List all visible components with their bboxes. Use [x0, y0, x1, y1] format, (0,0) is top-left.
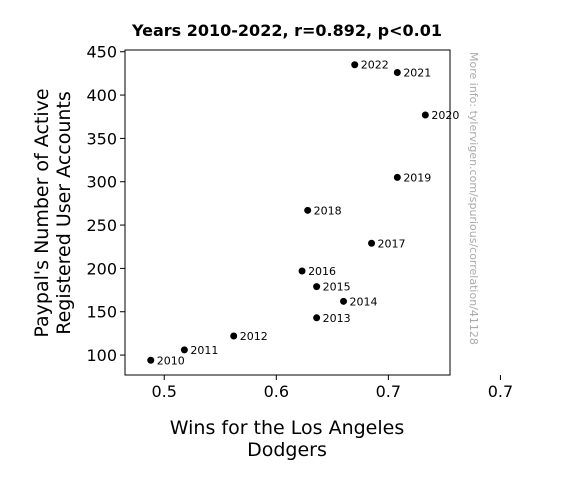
x-axis-label-line-2: Dodgers [247, 439, 327, 461]
watermark: More info: tylervigen.com/spurious/corre… [467, 52, 480, 345]
data-point [340, 297, 348, 305]
y-tick-label: 450 [86, 43, 117, 62]
x-tick-label: 0.7 [488, 382, 513, 401]
data-point-label: 2018 [314, 204, 342, 217]
y-tick-label: 350 [86, 129, 117, 148]
x-axis: 0.5 0.6 0.7 0.7 [151, 375, 513, 401]
data-point-label: 2014 [350, 295, 378, 308]
data-point-label: 2010 [157, 354, 185, 367]
y-tick-label: 300 [86, 173, 117, 192]
data-point [313, 314, 321, 322]
data-point [393, 69, 401, 77]
x-tick-label: 0.6 [264, 382, 289, 401]
y-tick-label: 200 [86, 259, 117, 278]
y-tick-label: 400 [86, 86, 117, 105]
data-point-label: 2021 [403, 67, 431, 80]
data-point [368, 239, 376, 247]
data-point [180, 346, 188, 354]
x-tick-label: 0.5 [151, 382, 176, 401]
data-point-label: 2020 [431, 109, 459, 122]
data-point-label: 2013 [323, 312, 351, 325]
data-point [421, 111, 429, 119]
y-tick-label: 150 [86, 303, 117, 322]
y-tick-label: 100 [86, 346, 117, 365]
chart-title: Years 2010-2022, r=0.892, p<0.01 [131, 21, 442, 40]
data-point [313, 283, 321, 291]
data-point-label: 2015 [323, 281, 351, 294]
data-point [147, 356, 155, 364]
x-axis-label-line-1: Wins for the Los Angeles [170, 417, 405, 439]
x-tick-label: 0.7 [376, 382, 401, 401]
y-axis-label-line-2: Registered User Accounts [53, 91, 75, 335]
plot-frame [124, 49, 451, 376]
data-point-label: 2011 [190, 344, 218, 357]
data-point [304, 206, 312, 214]
data-point [393, 173, 401, 181]
data-point-label: 2016 [308, 265, 336, 278]
data-point-label: 2012 [240, 330, 268, 343]
plot-area: 0.5 0.6 0.7 0.7 100 150 200 250 300 350 400 450 20… [86, 43, 513, 401]
data-point-label: 2019 [403, 171, 431, 184]
y-axis-label-line-1: Paypal's Number of Active [31, 88, 53, 337]
y-tick-label: 250 [86, 216, 117, 235]
data-point [298, 267, 306, 275]
data-point-label: 2022 [361, 59, 389, 72]
y-axis: 100 150 200 250 300 350 400 450 [86, 43, 125, 365]
data-point [351, 61, 359, 69]
data-point-label: 2017 [378, 237, 406, 250]
data-point [230, 332, 238, 340]
